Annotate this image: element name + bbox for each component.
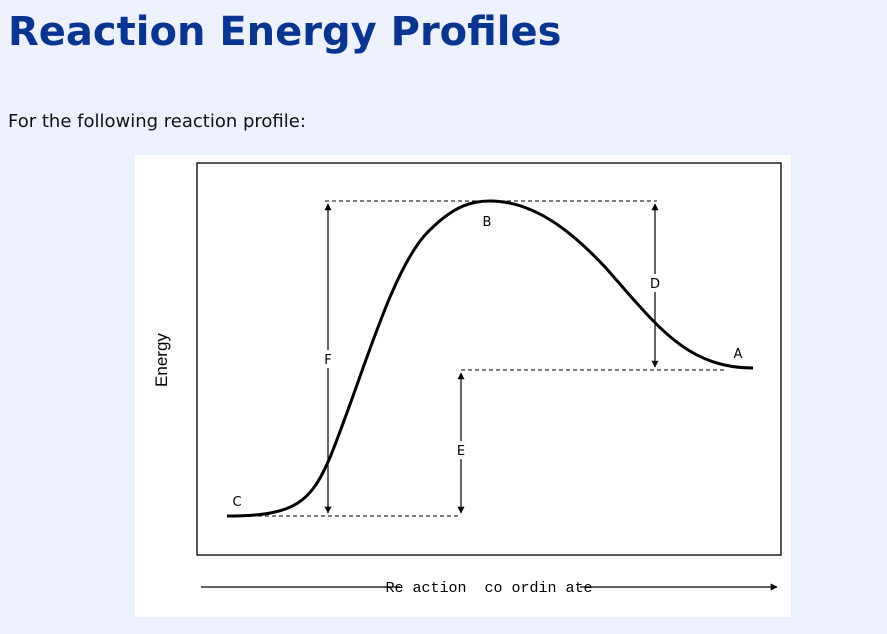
label-e: E <box>457 444 465 459</box>
label-f: F <box>324 353 331 368</box>
page-title: Reaction Energy Profiles <box>8 9 562 55</box>
y-axis-label: Energy <box>152 333 171 387</box>
intro-text: For the following reaction profile: <box>8 111 306 132</box>
plot-frame <box>196 162 782 556</box>
label-a: A <box>734 347 743 362</box>
x-axis-label: Re action co ordin ate <box>385 580 592 597</box>
reaction-profile-diagram: F D E B A C Energy Re action co ordin at… <box>135 155 791 617</box>
label-b: B <box>483 215 492 230</box>
label-c: C <box>232 495 241 510</box>
label-d: D <box>650 277 660 292</box>
energy-curve <box>226 199 754 518</box>
